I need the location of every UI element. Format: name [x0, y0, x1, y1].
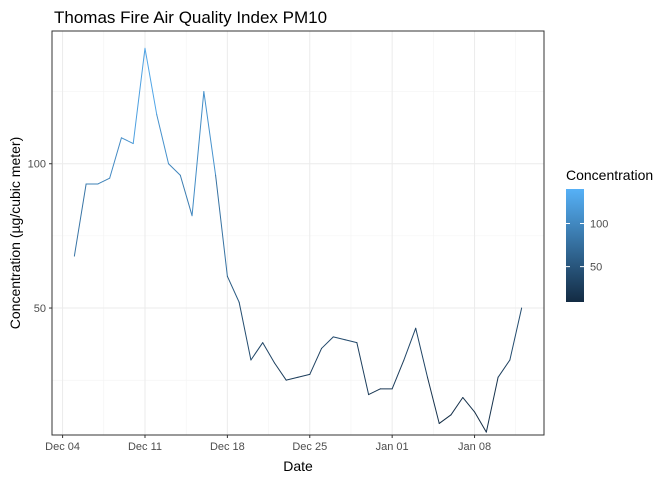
plot-background: [52, 31, 544, 435]
x-axis-title: Date: [283, 458, 313, 474]
legend: Concentration 50 100: [566, 167, 653, 302]
legend-label: 50: [590, 262, 602, 274]
line-segment: [474, 411, 487, 433]
y-axis: 50 100: [28, 159, 52, 315]
y-tick-label: 50: [34, 303, 46, 315]
line-segment: [368, 388, 381, 396]
x-tick-label: Jan 01: [376, 441, 409, 453]
line-segment: [344, 339, 358, 344]
line-segment: [215, 174, 228, 277]
legend-label: 100: [590, 219, 608, 231]
line-segment: [97, 177, 111, 185]
line-segment: [509, 307, 523, 361]
legend-ticks: 50 100: [566, 219, 608, 274]
x-axis: Dec 04 Dec 11 Dec 18 Dec 25 Jan 01 Jan 08: [45, 435, 491, 453]
line-segment: [156, 114, 170, 165]
line-segment: [356, 342, 370, 396]
x-tick-label: Dec 04: [45, 441, 80, 453]
line-segment: [203, 91, 217, 176]
y-tick-label: 100: [28, 159, 46, 171]
line-segment: [238, 301, 252, 361]
series-line: [73, 47, 523, 433]
line-segment: [309, 347, 323, 375]
line-segment: [438, 414, 452, 424]
line-segment: [73, 183, 87, 257]
line-segment: [120, 137, 134, 145]
line-segment: [426, 376, 440, 424]
line-segment: [250, 342, 264, 361]
line-segment: [297, 373, 311, 378]
line-segment: [226, 275, 240, 303]
plot-border: [51, 30, 545, 436]
legend-title: Concentration: [566, 167, 653, 183]
x-tick-label: Dec 11: [128, 441, 162, 453]
line-segment: [391, 359, 405, 390]
line-segment: [462, 396, 476, 413]
x-tick-label: Jan 08: [458, 441, 491, 453]
line-segment: [132, 47, 146, 145]
line-segment: [168, 163, 181, 176]
line-segment: [285, 376, 299, 381]
line-segment: [321, 336, 334, 349]
line-segment: [144, 47, 158, 116]
line-segment: [273, 362, 287, 381]
line-segment: [191, 91, 205, 217]
x-tick-label: Dec 25: [292, 441, 327, 453]
y-axis-title: Concentration (µg/cubic meter): [7, 137, 23, 329]
chart-title: Thomas Fire Air Quality Index PM10: [54, 8, 327, 27]
grid: [52, 31, 544, 435]
line-segment: [450, 396, 464, 416]
line-segment: [403, 327, 417, 361]
line-segment: [109, 137, 122, 179]
line-segment: [179, 174, 193, 217]
line-segment: [262, 342, 275, 364]
line-segment: [497, 359, 511, 378]
x-tick-label: Dec 18: [210, 441, 245, 453]
line-segment: [415, 327, 428, 378]
legend-colorbar: [566, 189, 584, 302]
line-segment: [485, 376, 499, 433]
line-segment: [332, 336, 346, 341]
